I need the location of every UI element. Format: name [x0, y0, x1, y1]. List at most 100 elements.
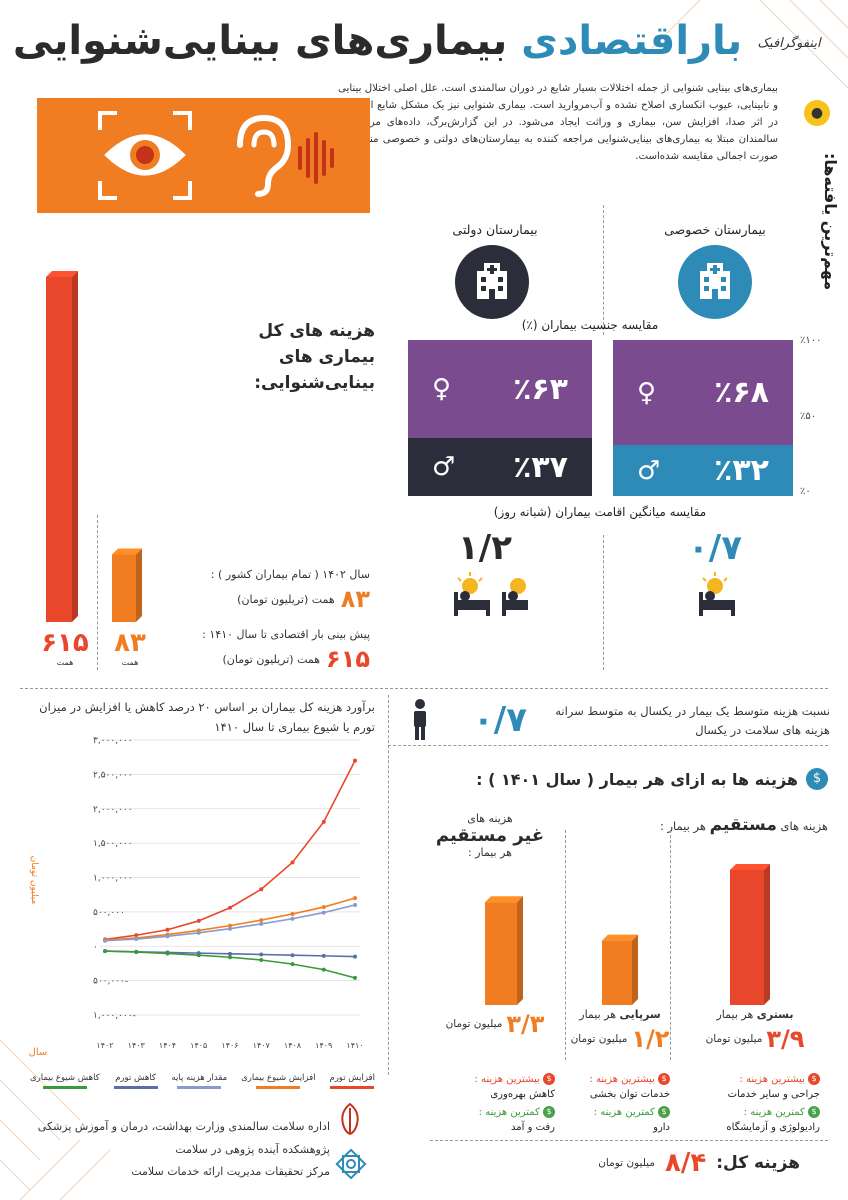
outpatient-label: سرپایی	[619, 1008, 661, 1021]
data-point	[134, 937, 139, 942]
x-tick-label: ۱۴۰۴	[159, 1041, 176, 1050]
private-female-cell: ♀ ٪۶۸	[613, 340, 793, 445]
emblem-icon	[341, 1102, 359, 1136]
legend-item-4: کاهش شیوع بیماری	[30, 1073, 100, 1089]
indirect-highest-label: بیشترین هزینه :	[474, 1074, 540, 1085]
title-part2: بیماری‌های بینایی‌شنوایی	[12, 18, 508, 64]
eye-ear-banner	[37, 98, 370, 213]
data-point	[259, 887, 264, 892]
per-patient-divider-2	[565, 830, 566, 1060]
inpatient-lowest-label: کمترین هزینه :	[743, 1107, 805, 1118]
stay-title: مقایسه میانگین اقامت بیماران (شبانه روز)	[493, 505, 707, 519]
legend-label: کاهش شیوع بیماری	[30, 1073, 100, 1083]
public-male-cell: ♂ ٪۳۷	[408, 438, 592, 496]
total-bar-label-big: ۶۱۵ همت	[40, 628, 90, 667]
chart-legend: افزایش تورم افزایش شیوع بیماری مقدار هزینه…	[30, 1073, 375, 1089]
indirect-highest: کاهش بهره‌وری	[490, 1089, 555, 1100]
data-point	[228, 905, 232, 910]
legend-swatch	[330, 1086, 375, 1089]
inpatient-highest-row: $ بیشترین هزینه :	[680, 1072, 820, 1087]
data-point	[134, 950, 139, 955]
indirect-unit: میلیون تومان	[445, 1018, 503, 1030]
private-male-cell: ♂ ٪۳۲	[613, 445, 793, 496]
outpatient-lowest-row: $ کمترین هزینه :	[570, 1105, 670, 1120]
data-point	[165, 927, 170, 932]
y-tick-label: ۵۰۰,۰۰۰	[93, 908, 125, 918]
public-gender-bar: ♀ ٪۶۳ ♂ ٪۳۷	[408, 340, 592, 496]
data-point	[259, 952, 264, 957]
data-point	[165, 934, 170, 939]
x-tick-label: ۱۴۰۲	[96, 1041, 113, 1050]
outpatient-sub: هر بیمار	[579, 1008, 617, 1021]
data-point	[228, 951, 232, 956]
research-logo-icon	[335, 1148, 367, 1180]
outpatient-lowest: دارو	[653, 1122, 670, 1133]
indirect-cost-label: هزینه‌ های غیر مستقیم هر بیمار :	[435, 812, 545, 859]
inpatient-highest: جراحی و سایر خدمات	[727, 1089, 820, 1100]
inpatient-unit: میلیون تومان	[705, 1033, 763, 1045]
inpatient-title-row: بستری هر بیمار	[685, 1008, 825, 1021]
legend-item-2: مقدار هزینه پایه	[171, 1073, 227, 1089]
data-point	[196, 953, 201, 958]
forecast-chart: ۳,۰۰۰,۰۰۰ ۲,۵۰۰,۰۰۰ ۲,۰۰۰,۰۰۰ ۱,۵۰۰,۰۰۰ ۱,۰۰…	[29, 736, 364, 1058]
ratio-value: ۰/۷	[473, 700, 527, 740]
indirect-details: $ بیشترین هزینه : کاهش بهره‌وری $ کمترین…	[445, 1072, 555, 1135]
total-cost-divider	[97, 515, 98, 670]
eye-icon	[98, 111, 192, 200]
legend-item-1: افزایش شیوع بیماری	[241, 1073, 316, 1089]
total-cost-bars	[46, 271, 142, 622]
indirect-label-pre: هزینه‌ های	[467, 812, 513, 825]
data-point	[321, 953, 326, 958]
data-point	[321, 819, 326, 824]
private-stay-value: ۰/۷	[688, 528, 742, 568]
data-point	[103, 938, 107, 943]
data-point	[353, 896, 357, 901]
legend-item-0: افزایش تورم	[329, 1073, 375, 1089]
direct-label-pre: هزینه‌ های	[780, 819, 828, 833]
legend-label: مقدار هزینه پایه	[171, 1073, 228, 1083]
private-male-pct: ٪۳۲	[714, 453, 769, 488]
total-label: هزینه کل:	[716, 1153, 800, 1173]
data-point	[353, 954, 357, 959]
total-value: ۸/۴	[664, 1148, 707, 1178]
y-tick-label: ۲,۵۰۰,۰۰۰	[93, 770, 133, 780]
data-point	[103, 949, 107, 954]
private-hospital-icon	[678, 245, 752, 319]
public-female-pct: ٪۶۳	[513, 371, 568, 407]
dollar-icon: $	[658, 1073, 670, 1085]
private-gender-bar: ♀ ٪۶۸ ♂ ٪۳۲	[613, 340, 793, 496]
inpatient-bar	[730, 864, 770, 1005]
section-divider	[20, 688, 828, 689]
data-point	[196, 930, 201, 935]
per-patient-total: هزینه کل: ۸/۴ میلیون تومان	[540, 1148, 800, 1178]
bed-icon	[699, 572, 735, 616]
total-bar-small-value: ۸۳	[114, 628, 146, 658]
female-icon: ♀	[432, 374, 452, 404]
hospital-icon	[477, 263, 507, 299]
y-tick-label: ۱,۵۰۰,۰۰۰	[93, 839, 133, 849]
chart-divider	[388, 695, 389, 1075]
year1402-label: سال ۱۴۰۲ ( تمام بیماران کشور ) :	[210, 568, 370, 581]
ear-icon	[237, 114, 334, 197]
public-female-cell: ♀ ٪۶۳	[408, 340, 592, 438]
y-tick-label: ۰	[93, 942, 98, 952]
outpatient-unit: میلیون تومان	[570, 1033, 628, 1045]
org-3: مرکز تحقیقات مدیریت ارائه خدمات سلامت	[131, 1165, 330, 1178]
indirect-bar	[485, 896, 523, 1005]
bed-icon	[502, 578, 528, 616]
data-point	[321, 905, 326, 910]
x-tick-label: ۱۴۰۵	[190, 1041, 207, 1050]
direct-cost-label: هزینه‌ های مستقیم هر بیمار :	[600, 815, 828, 835]
forecast-value: ۶۱۵	[326, 645, 370, 673]
findings-label: مهم‌ترین یافته‌ها:	[821, 152, 840, 290]
axis-tick-50: ٪۵۰	[800, 411, 817, 422]
y-tick-label: -۱,۰۰۰,۰۰۰	[93, 1011, 136, 1021]
outpatient-value-row: ۱/۲ میلیون تومان	[570, 1025, 670, 1053]
inpatient-lowest-row: $ کمترین هزینه :	[680, 1105, 820, 1120]
total-bar-83	[112, 548, 142, 622]
dollar-icon: $	[808, 1073, 820, 1085]
org-2: پژوهشکده آینده پژوهی در سلامت	[175, 1143, 330, 1156]
dollar-icon: $	[806, 768, 828, 790]
indirect-highest-row: $ بیشترین هزینه :	[445, 1072, 555, 1087]
outpatient-bar	[602, 934, 638, 1005]
